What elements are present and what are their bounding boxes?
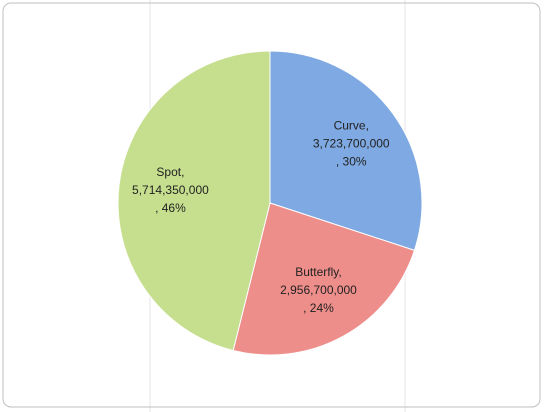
data-label: , 24% bbox=[303, 301, 334, 315]
data-label: Curve, bbox=[334, 118, 369, 132]
data-label: Butterfly, bbox=[295, 265, 341, 279]
data-label: 3,723,700,000 bbox=[313, 136, 390, 150]
pie-slice bbox=[117, 50, 271, 352]
data-label: Spot, bbox=[156, 165, 184, 179]
data-label: 2,956,700,000 bbox=[280, 283, 357, 297]
data-label: 5,714,350,000 bbox=[132, 183, 209, 197]
data-label: , 30% bbox=[336, 154, 367, 168]
chart-border bbox=[2, 2, 541, 408]
data-label: , 46% bbox=[155, 201, 186, 215]
pie-slice bbox=[232, 202, 416, 356]
pie-slice bbox=[269, 50, 423, 251]
